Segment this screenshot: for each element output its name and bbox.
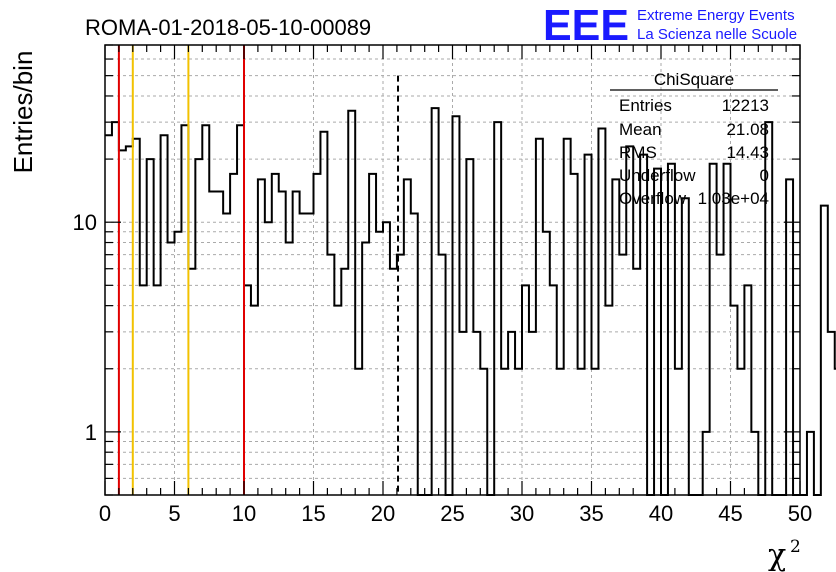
logo-line-2: La Scienza nelle Scuole (637, 26, 797, 43)
histogram-bars (105, 107, 836, 496)
x-axis-label-sup: 2 (790, 537, 801, 557)
stats-box: ChiSquare Entries 12213 Mean 21.08 RMS 1… (610, 70, 778, 208)
x-axis-label-base: χ (768, 538, 786, 572)
stats-label-entries: Entries (619, 96, 672, 115)
eee-logo: EEE Extreme Energy Events La Scienza nel… (543, 1, 797, 50)
y-tick-label: 1 (85, 420, 97, 445)
x-tick-label: 5 (168, 501, 180, 526)
y-axis-label: Entries/bin (8, 51, 38, 174)
stats-value-entries: 12213 (722, 96, 769, 115)
x-tick-label: 15 (301, 501, 325, 526)
stats-value-overflow: 1.03e+04 (698, 189, 769, 208)
reference-lines (117, 45, 400, 495)
y-tick-label: 10 (73, 210, 97, 235)
x-tick-label: 50 (788, 501, 812, 526)
x-tick-label: 40 (649, 501, 673, 526)
logo-line-1: Extreme Energy Events (637, 7, 795, 24)
stats-label-rms: RMS (619, 143, 657, 162)
histogram-outline (105, 107, 836, 496)
axis-ticks: 0 5 10 15 20 25 30 35 40 45 50 1 10 (73, 44, 812, 526)
stats-value-mean: 21.08 (726, 120, 769, 139)
x-tick-label: 45 (718, 501, 742, 526)
logo-mark: EEE (543, 1, 629, 50)
grid-lines (105, 44, 800, 496)
stats-label-underflow: Underflow (619, 166, 696, 185)
x-tick-label: 20 (371, 501, 395, 526)
run-title: ROMA-01-2018-05-10-00089 (85, 15, 371, 40)
stats-label-overflow: Overflow (619, 189, 687, 208)
x-tick-label: 25 (440, 501, 464, 526)
x-tick-label: 0 (99, 501, 111, 526)
stats-title: ChiSquare (654, 70, 734, 89)
x-tick-label: 10 (232, 501, 256, 526)
stats-value-rms: 14.43 (726, 143, 769, 162)
stats-label-mean: Mean (619, 120, 662, 139)
x-tick-label: 30 (510, 501, 534, 526)
x-tick-label: 35 (579, 501, 603, 526)
stats-value-underflow: 0 (760, 166, 769, 185)
x-axis-label: χ 2 (768, 537, 801, 572)
